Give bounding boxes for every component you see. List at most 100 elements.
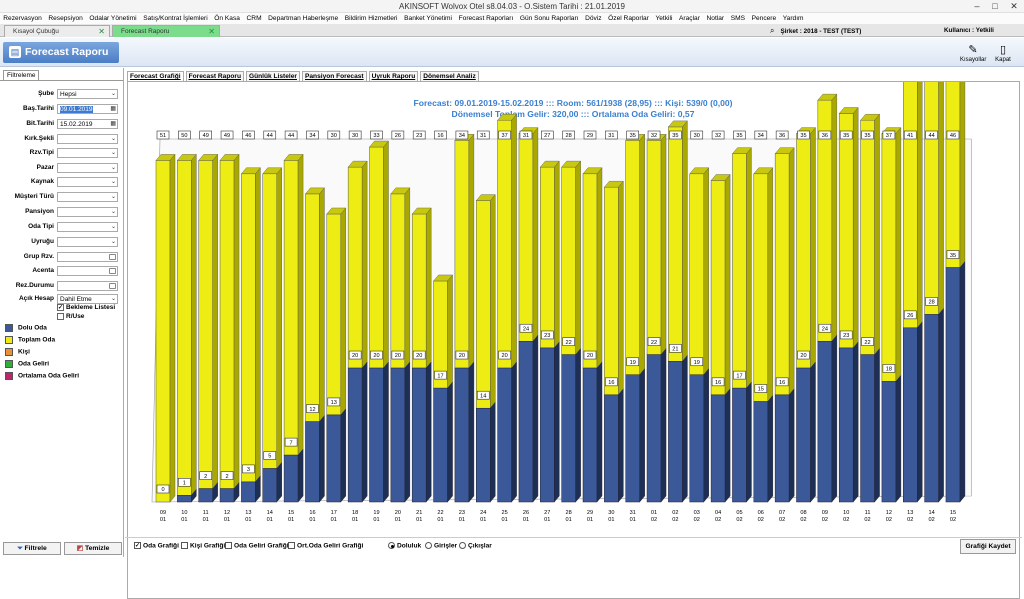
tab-periodic-analysis[interactable]: Dönemsel Analiz <box>420 71 479 81</box>
occupied-room-label: 5 <box>263 451 277 460</box>
tab-forecast-report[interactable]: Forecast Raporu ✕ <box>112 25 220 37</box>
calendar-icon[interactable]: ▦ <box>110 106 116 112</box>
menu-item[interactable]: CRM <box>246 15 262 22</box>
checkbox-label: Oda Grafiği <box>143 542 179 550</box>
filter-button[interactable]: ⏷ Filtrele <box>3 542 61 555</box>
chevron-down-icon[interactable]: ⌄ <box>110 209 116 215</box>
filter-input[interactable]: ⌄ <box>57 177 118 187</box>
chevron-down-icon[interactable]: ⌄ <box>110 296 116 302</box>
avg-room-revenue-chart-checkbox[interactable]: Ort.Oda Geliri Grafiği <box>288 542 363 550</box>
menu-item[interactable]: Ön Kasa <box>214 15 240 22</box>
filter-input[interactable]: ⌄ <box>57 134 118 144</box>
menu-item[interactable]: Resepsiyon <box>48 15 83 22</box>
tab-forecast-report[interactable]: Forecast Raporu <box>185 71 244 81</box>
filter-input[interactable]: Hepsi ⌄ <box>57 89 118 99</box>
menu-item[interactable]: Notlar <box>706 15 725 22</box>
menu-item[interactable]: SMS <box>730 15 745 22</box>
filter-input[interactable]: Dahil Etme ⌄ <box>57 294 118 304</box>
data-label: 3 <box>247 467 250 473</box>
menu-item[interactable]: Banket Yönetimi <box>404 15 453 22</box>
legend-item-oda-geliri: Oda Geliri <box>5 360 49 368</box>
save-chart-button[interactable]: Grafiği Kaydet <box>960 539 1016 554</box>
menu-item[interactable]: Departman Haberleşme <box>268 15 339 22</box>
shortcuts-button[interactable]: ✎ Kısayollar <box>960 43 986 63</box>
filter-input[interactable]: ⌄ <box>57 222 118 232</box>
x-tick-label: 05 <box>736 510 742 516</box>
waiting-list-checkbox[interactable]: ✓ Bekleme Listesi <box>57 304 115 312</box>
radio-icon <box>425 542 432 549</box>
browse-icon[interactable] <box>109 254 116 260</box>
chart-subtitle: Dönemsel Toplam Gelir: 320,00 ::: Ortala… <box>452 109 695 119</box>
chevron-down-icon[interactable]: ⌄ <box>110 136 116 142</box>
menu-item[interactable]: Odalar Yönetimi <box>89 15 137 22</box>
close-icon[interactable]: ✕ <box>98 27 105 36</box>
maximize-button[interactable]: □ <box>992 1 998 11</box>
filter-input[interactable]: 15.02.2019 ▦ <box>57 119 118 129</box>
chart-title: Forecast: 09.01.2019-15.02.2019 ::: Room… <box>413 98 732 108</box>
chevron-down-icon[interactable]: ⌄ <box>110 179 116 185</box>
close-icon[interactable]: ✕ <box>208 27 215 36</box>
filter-input[interactable] <box>57 252 118 262</box>
tab-daily-lists[interactable]: Günlük Listeler <box>245 71 300 81</box>
data-label: 16 <box>437 133 443 139</box>
person-chart-checkbox[interactable]: Kişi Grafiği <box>181 542 225 550</box>
chevron-down-icon[interactable]: ⌄ <box>110 194 116 200</box>
chevron-down-icon[interactable]: ⌄ <box>110 150 116 156</box>
x-tick-label: 02 <box>843 517 849 523</box>
menu-item[interactable]: Döviz <box>585 15 602 22</box>
close-window-button[interactable]: ✕ <box>1010 1 1018 11</box>
data-label-box <box>540 330 554 340</box>
chevron-down-icon[interactable]: ⌄ <box>110 91 116 97</box>
bar-total-room-top <box>710 174 731 181</box>
menu-item[interactable]: Gün Sonu Raporları <box>519 15 579 22</box>
ruse-checkbox[interactable]: R/Use <box>57 313 84 321</box>
browse-icon[interactable] <box>109 268 116 274</box>
occupied-room-label: 14 <box>476 390 490 400</box>
clear-button[interactable]: ◩ Temizle <box>64 542 122 555</box>
menu-item[interactable]: Forecast Raporları <box>458 15 514 22</box>
search-icon[interactable]: ⌕ <box>770 26 775 35</box>
minimize-button[interactable]: – <box>974 1 980 11</box>
x-tick-label: 02 <box>694 517 700 523</box>
tab-shortcut-bar[interactable]: Kısayol Çubuğu ✕ <box>4 25 110 37</box>
total-room-label: 44 <box>925 130 938 140</box>
menu-item[interactable]: Satış/Kontrat İşlemleri <box>143 15 208 22</box>
occupied-room-label: 17 <box>733 370 746 380</box>
filter-input[interactable]: ⌄ <box>57 192 118 202</box>
filter-input[interactable]: 09.01.2019 ▦ <box>57 104 118 114</box>
menu-item[interactable]: Özel Raporlar <box>608 15 649 22</box>
bar-occupied-room <box>604 394 619 503</box>
browse-icon[interactable] <box>109 283 116 289</box>
bar-total-room <box>454 140 470 369</box>
calendar-icon[interactable]: ▦ <box>110 121 116 127</box>
menu-item[interactable]: Pencere <box>751 15 777 22</box>
filter-input[interactable] <box>57 281 118 291</box>
tab-nationality-report[interactable]: Uyruk Raporu <box>368 71 419 81</box>
chevron-down-icon[interactable]: ⌄ <box>110 165 116 171</box>
tab-pension-forecast[interactable]: Pansiyon Forecast <box>301 71 367 81</box>
tab-forecast-chart[interactable]: Forecast Grafiği <box>127 71 184 81</box>
close-page-button[interactable]: ▯ Kapat <box>990 43 1016 63</box>
arrivals-radio[interactable]: Girişler <box>425 542 457 550</box>
menu-item[interactable]: Rezervasyon <box>3 15 42 22</box>
filter-input[interactable]: ⌄ <box>57 163 118 173</box>
filter-input[interactable]: ⌄ <box>57 207 118 217</box>
filter-input[interactable]: ⌄ <box>57 148 118 158</box>
filter-input[interactable] <box>57 266 118 276</box>
departures-radio[interactable]: Çıkışlar <box>459 542 492 550</box>
bar-occupied-room <box>198 488 213 503</box>
chevron-down-icon[interactable]: ⌄ <box>110 239 116 245</box>
menu-item[interactable]: Yetkili <box>655 15 673 22</box>
tab-filtering[interactable]: Filtreleme <box>3 70 39 80</box>
room-chart-checkbox[interactable]: ✓ Oda Grafiği <box>134 542 179 550</box>
data-label-box <box>669 130 682 140</box>
menu-item[interactable]: Bildirim Hizmetleri <box>344 15 398 22</box>
bar-total-room-top <box>497 114 518 121</box>
room-revenue-chart-checkbox[interactable]: Oda Geliri Grafiği <box>225 542 289 550</box>
occupancy-radio[interactable]: Doluluk <box>388 542 421 550</box>
data-label-box <box>626 357 640 367</box>
chevron-down-icon[interactable]: ⌄ <box>110 224 116 230</box>
filter-input[interactable]: ⌄ <box>57 237 118 247</box>
menu-item[interactable]: Araçlar <box>679 15 700 22</box>
menu-item[interactable]: Yardım <box>782 15 804 22</box>
